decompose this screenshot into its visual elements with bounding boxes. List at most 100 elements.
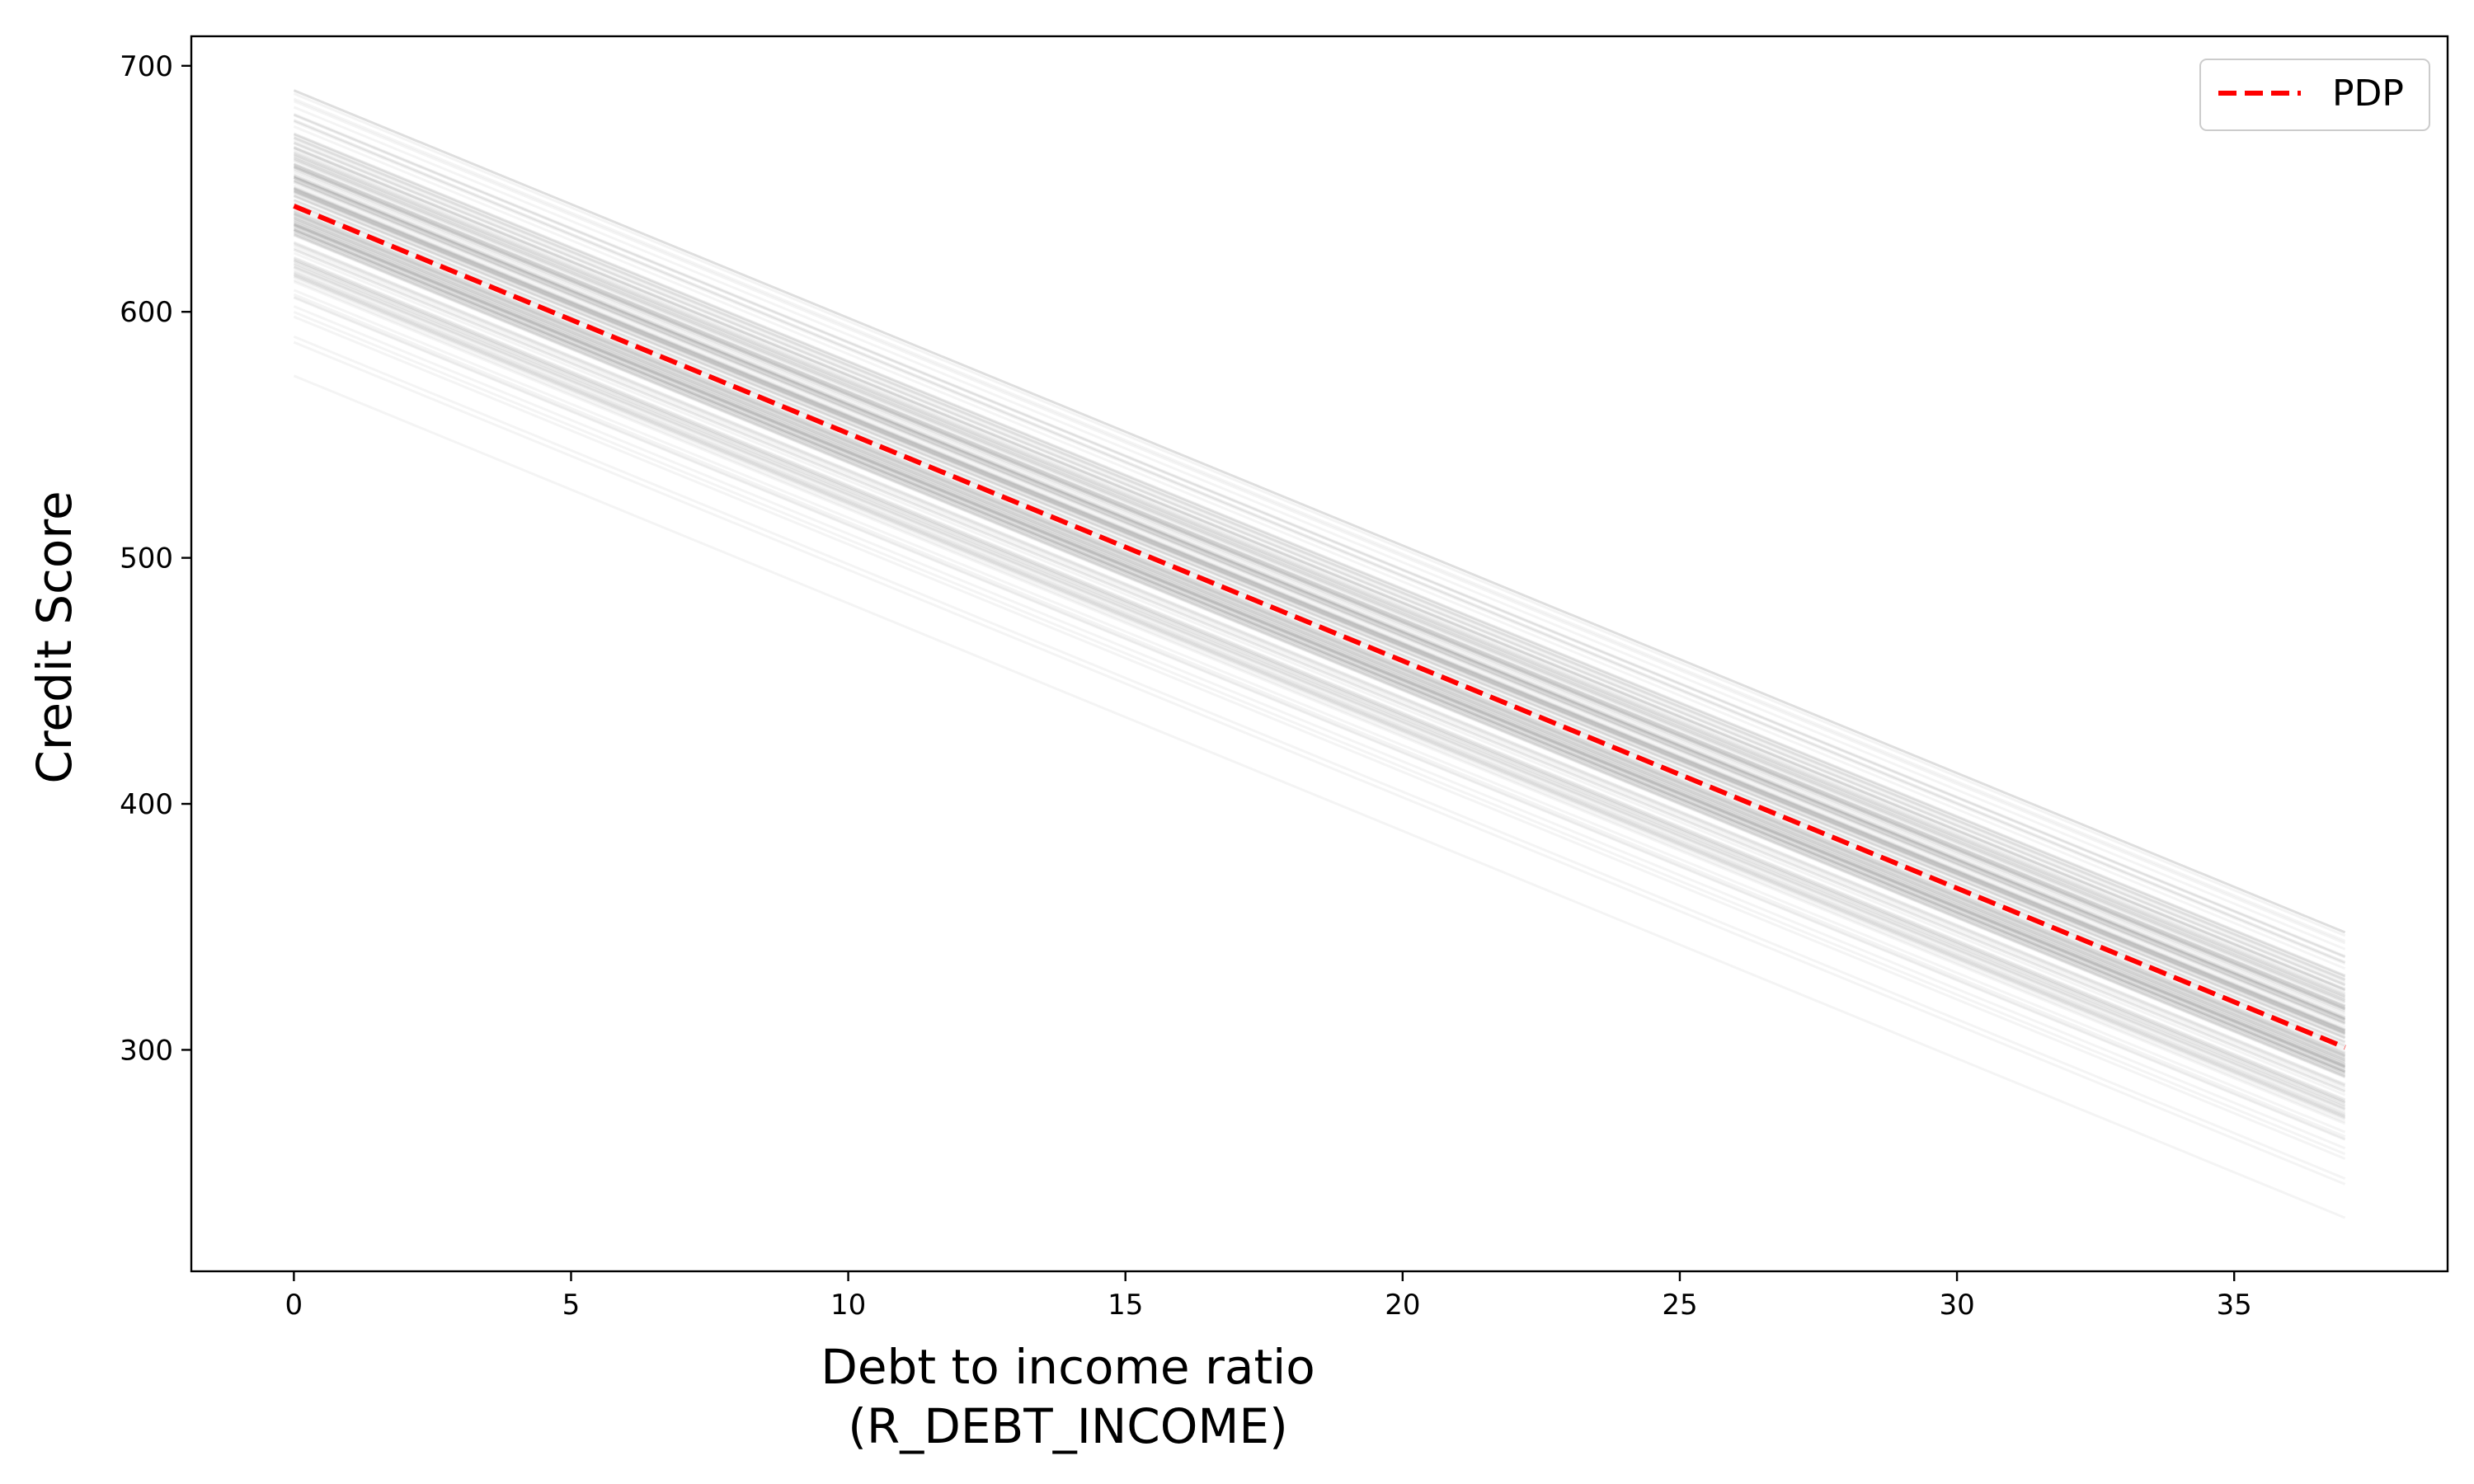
ice-line [293, 188, 2346, 1033]
ice-line [293, 162, 2346, 1007]
ice-line [293, 142, 2346, 987]
ice-line [293, 232, 2346, 1077]
ice-line [293, 176, 2346, 1021]
ice-line [293, 157, 2346, 1003]
ice-line [293, 234, 2346, 1079]
ice-line [293, 180, 2346, 1025]
ice-line [293, 89, 2346, 934]
ice-line [293, 114, 2346, 959]
ice-line [293, 265, 2346, 1110]
ice-line [293, 190, 2346, 1035]
ice-line [293, 169, 2346, 1014]
ice-line [293, 280, 2346, 1125]
ice-line [293, 275, 2346, 1120]
legend: PDP [2199, 59, 2430, 131]
ice-line [293, 195, 2346, 1040]
ice-line [293, 166, 2346, 1011]
ice-line [293, 162, 2346, 1007]
ice-line [293, 274, 2346, 1119]
ice-line [293, 136, 2346, 981]
ice-line [293, 228, 2346, 1073]
ice-line [293, 273, 2346, 1118]
ice-line [293, 296, 2346, 1141]
ice-line [293, 212, 2346, 1057]
x-tick-label: 10 [830, 1289, 866, 1322]
ice-line [293, 215, 2346, 1060]
ice-line [293, 251, 2346, 1097]
ice-line [293, 147, 2346, 992]
ice-line [293, 305, 2346, 1150]
ice-line [293, 228, 2346, 1073]
ice-line [293, 217, 2346, 1062]
ice-line [293, 139, 2346, 984]
ice-line [293, 195, 2346, 1040]
ice-line [293, 216, 2346, 1061]
ice-line [293, 175, 2346, 1020]
ice-line [293, 158, 2346, 1003]
ice-line [293, 226, 2346, 1071]
ice-line [293, 175, 2346, 1020]
ice-line [293, 213, 2346, 1058]
y-axis-ticks: 300 400 500 600 700 [120, 50, 191, 1067]
ice-lines-group [293, 89, 2346, 1219]
ice-line [293, 132, 2346, 977]
ice-line [293, 260, 2346, 1105]
ice-line [293, 265, 2346, 1111]
ice-line [293, 148, 2346, 993]
ice-line [293, 222, 2346, 1068]
y-tick-label: 700 [120, 50, 173, 83]
ice-line [293, 229, 2346, 1074]
ice-line [293, 374, 2346, 1219]
ice-line [293, 315, 2346, 1160]
y-tick-label: 300 [120, 1034, 173, 1067]
ice-line [293, 209, 2346, 1054]
ice-line [293, 187, 2346, 1032]
ice-line [293, 154, 2346, 999]
ice-line [293, 224, 2346, 1069]
ice-line [293, 241, 2346, 1086]
ice-line [293, 223, 2346, 1068]
y-tick-label: 600 [120, 296, 173, 329]
ice-line [293, 202, 2346, 1047]
ice-line [293, 218, 2346, 1064]
ice-line [293, 133, 2346, 978]
ice-line [293, 220, 2346, 1065]
ice-line [293, 146, 2346, 991]
x-tick-label: 25 [1662, 1289, 1697, 1322]
ice-line [293, 293, 2346, 1138]
ice-line [293, 228, 2346, 1073]
ice-line [293, 199, 2346, 1044]
ice-line [293, 229, 2346, 1074]
x-tick-label: 15 [1108, 1289, 1143, 1322]
ice-line [293, 151, 2346, 996]
ice-line [293, 155, 2346, 1000]
y-axis-label: Credit Score [26, 491, 82, 783]
ice-line [293, 106, 2346, 951]
ice-line [293, 248, 2346, 1093]
ice-line [293, 188, 2346, 1033]
ice-line [293, 225, 2346, 1071]
ice-line [293, 113, 2346, 958]
ice-line [293, 217, 2346, 1062]
ice-line [293, 261, 2346, 1107]
ice-line [293, 198, 2346, 1043]
x-tick-label: 30 [1939, 1289, 1974, 1322]
ice-line [293, 166, 2346, 1011]
ice-line [293, 162, 2346, 1007]
ice-line [293, 173, 2346, 1019]
ice-line [293, 179, 2346, 1024]
ice-line [293, 210, 2346, 1055]
y-tick-label: 400 [120, 788, 173, 821]
ice-line [293, 150, 2346, 995]
ice-line [293, 171, 2346, 1017]
ice-line [293, 92, 2346, 937]
ice-line [293, 223, 2346, 1068]
legend-box [2199, 59, 2430, 131]
x-axis-label-variable: (R_DEBT_INCOME) [848, 1398, 1287, 1454]
ice-line [293, 221, 2346, 1066]
ice-line [293, 112, 2346, 958]
ice-line [293, 190, 2346, 1036]
ice-line [293, 120, 2346, 965]
ice-line [293, 145, 2346, 990]
